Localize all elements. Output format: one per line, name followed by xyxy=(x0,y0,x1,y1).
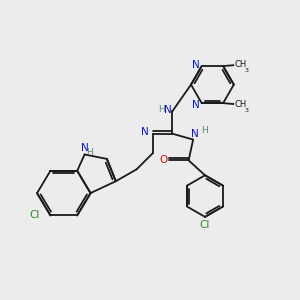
Text: Cl: Cl xyxy=(29,210,39,220)
Text: N: N xyxy=(191,129,199,139)
Text: N: N xyxy=(164,105,171,115)
Text: Cl: Cl xyxy=(200,220,210,230)
Text: CH: CH xyxy=(234,60,247,69)
Text: N: N xyxy=(192,60,200,70)
Text: N: N xyxy=(192,100,200,110)
Text: N: N xyxy=(81,143,88,153)
Text: N: N xyxy=(141,127,148,137)
Text: H: H xyxy=(86,148,92,157)
Text: CH: CH xyxy=(234,100,247,109)
Text: 3: 3 xyxy=(244,68,248,74)
Text: O: O xyxy=(159,155,167,165)
Text: H: H xyxy=(201,126,208,135)
Text: H: H xyxy=(158,105,165,114)
Text: 3: 3 xyxy=(244,109,248,113)
